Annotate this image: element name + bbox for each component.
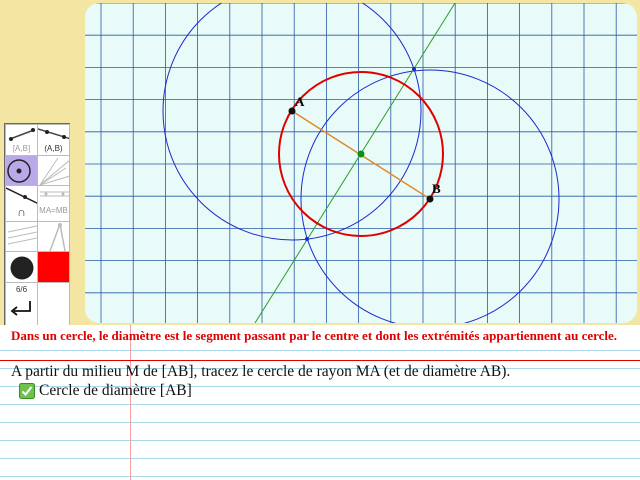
equidistant-tool-label: MA=MB [39, 206, 68, 215]
intersection-point-top[interactable] [412, 67, 416, 71]
geometry-canvas[interactable]: A B [85, 3, 637, 323]
task-item[interactable]: Cercle de diamètre [AB] [19, 381, 192, 400]
point-b-label: B [432, 181, 441, 196]
segment-tool[interactable]: [A,B] [5, 124, 38, 156]
line-tool-label: (A,B) [44, 144, 63, 153]
parallel-tool[interactable] [5, 221, 38, 252]
circle-tool[interactable] [5, 155, 38, 186]
tool-palette: [A,B] (A,B) ∩ MA=MB 6/6 [4, 123, 70, 326]
rule-divider [0, 360, 640, 361]
midpoint-m[interactable] [357, 150, 365, 158]
undo-tool[interactable]: 6/6 [5, 282, 38, 326]
equidistant-tool[interactable]: MA=MB [37, 185, 70, 222]
intersection-tool-label: ∩ [17, 205, 26, 219]
aux-circle-right[interactable] [300, 69, 560, 323]
compass-tool[interactable] [37, 221, 70, 252]
segment-tool-label: [A,B] [12, 144, 31, 153]
compass-icon [49, 223, 66, 251]
intersection-tool[interactable]: ∩ [5, 185, 38, 222]
rule-text: Dans un cercle, le diamètre est le segme… [11, 328, 618, 343]
point-a-label: A [295, 94, 305, 109]
empty-slot [37, 282, 70, 326]
circle-center-icon [7, 159, 31, 183]
fill-color-tool[interactable] [37, 251, 70, 283]
task-label: Cercle de diamètre [AB] [39, 382, 192, 399]
point-color-tool[interactable] [5, 251, 38, 283]
page-counter: 6/6 [15, 285, 28, 294]
perpendicular-bisector[interactable] [254, 3, 456, 323]
statement-panel [0, 325, 640, 480]
diameter-circle[interactable] [278, 71, 444, 237]
aux-circle-left[interactable] [162, 3, 422, 241]
grid [85, 3, 637, 323]
rays-tool[interactable] [37, 155, 70, 186]
rays-icon [39, 157, 69, 185]
return-arrow-icon [10, 301, 31, 316]
point-b[interactable] [426, 195, 434, 203]
filled-point-icon [10, 256, 34, 280]
point-a[interactable] [288, 107, 296, 115]
line-tool[interactable]: (A,B) [37, 124, 70, 156]
margin-line [130, 325, 131, 480]
intersection-point-bottom[interactable] [305, 237, 309, 241]
check-icon [19, 382, 35, 399]
parallel-lines-icon [7, 225, 37, 245]
instruction-text: A partir du milieu M de [AB], tracez le … [11, 363, 511, 380]
